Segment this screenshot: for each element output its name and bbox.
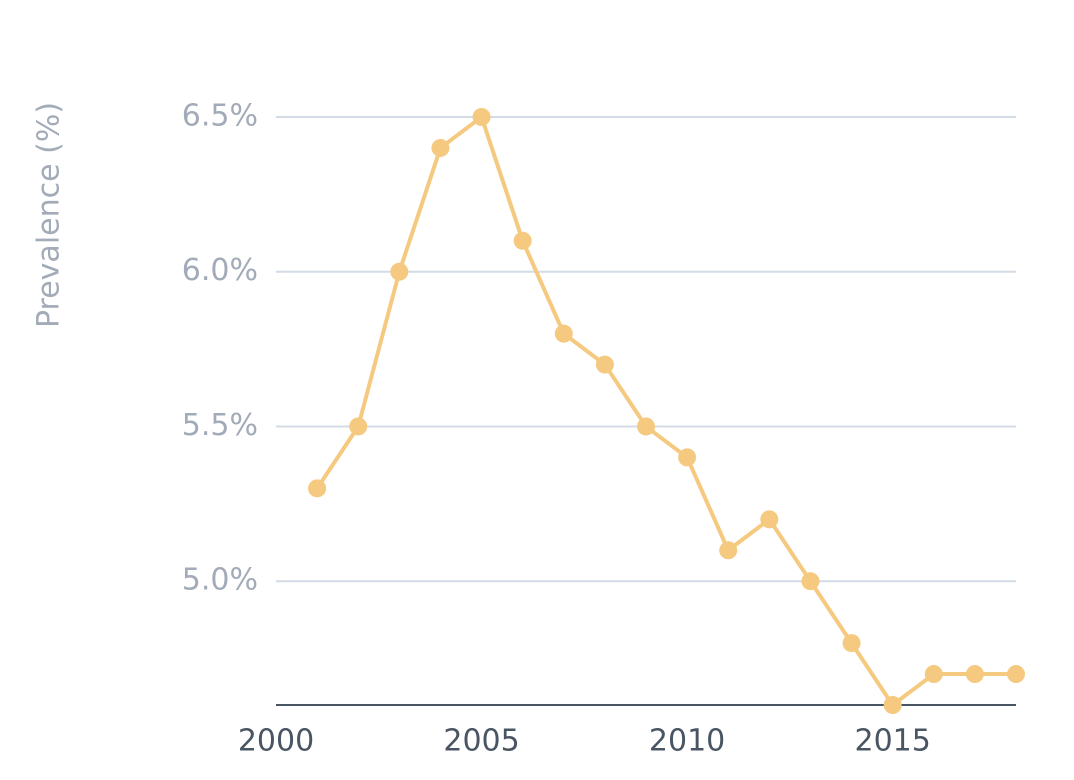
data-point xyxy=(760,510,779,529)
x-tick-label: 2010 xyxy=(649,724,725,759)
x-tick-label: 2005 xyxy=(443,724,519,759)
y-tick-label: 6.0% xyxy=(182,253,258,288)
y-tick-label: 5.5% xyxy=(182,408,258,443)
data-point xyxy=(595,355,614,374)
data-point xyxy=(513,231,532,250)
y-axis-title: Prevalence (%) xyxy=(32,102,67,328)
data-point xyxy=(308,479,327,498)
x-tick-label: 2015 xyxy=(854,724,930,759)
data-point xyxy=(637,417,655,436)
data-point xyxy=(472,108,491,126)
data-point xyxy=(801,572,820,591)
data-point xyxy=(678,448,697,467)
data-point xyxy=(719,541,738,560)
x-tick-label: 2000 xyxy=(238,724,314,759)
data-line xyxy=(315,115,1016,707)
data-point xyxy=(554,324,573,343)
data-point xyxy=(842,634,861,653)
data-point xyxy=(965,665,984,684)
y-tick-label: 5.0% xyxy=(182,563,258,598)
data-point xyxy=(431,138,450,157)
data-point xyxy=(883,696,902,714)
data-point xyxy=(1007,665,1025,684)
data-point xyxy=(390,262,409,281)
y-tick-label: 6.5% xyxy=(182,99,258,134)
data-point xyxy=(349,417,368,436)
data-point xyxy=(924,665,943,684)
